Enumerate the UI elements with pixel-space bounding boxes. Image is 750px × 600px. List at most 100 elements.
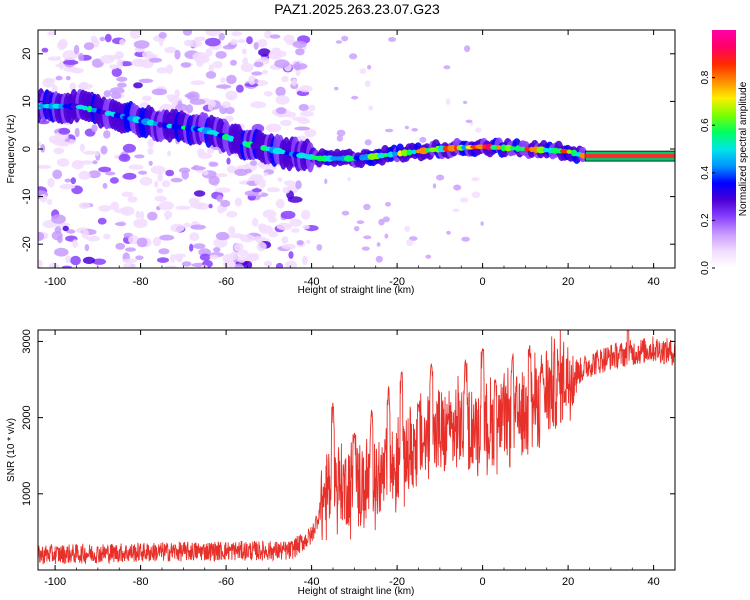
noise-blob (79, 143, 85, 152)
noise-blob (276, 222, 293, 231)
noise-blob (56, 158, 70, 167)
noise-blob (165, 169, 175, 177)
noise-blob (183, 39, 194, 47)
noise-blob (385, 202, 391, 207)
noise-blob (237, 39, 246, 44)
noise-blob (100, 54, 115, 64)
noise-blob (436, 174, 445, 181)
noise-blob (110, 201, 120, 211)
noise-blob (351, 95, 359, 100)
noise-blob (190, 224, 206, 230)
ridge-core (81, 105, 89, 111)
noise-blob (254, 175, 262, 186)
noise-blob (212, 60, 223, 69)
x-tick-label: -80 (133, 276, 149, 288)
ridge-core (58, 103, 65, 109)
noise-blob (275, 262, 284, 268)
colorbar-tick-label: 0.6 (700, 118, 711, 132)
noise-blob (127, 196, 138, 203)
noise-blob (364, 139, 372, 146)
noise-blob (289, 218, 303, 227)
y-tick-label: 0 (21, 146, 33, 152)
noise-blob (349, 53, 358, 60)
noise-blob (354, 226, 360, 232)
ridge-core (504, 144, 513, 152)
noise-blob (98, 205, 112, 212)
noise-blob (103, 130, 111, 139)
noise-blob (446, 230, 451, 235)
noise-blob (125, 247, 136, 252)
y-tick-label: 20 (21, 48, 33, 60)
noise-blob (263, 260, 273, 267)
noise-blob (170, 177, 183, 183)
noise-blob (215, 51, 227, 59)
noise-blob (221, 101, 231, 109)
ridge-core (518, 146, 527, 151)
noise-blob (291, 228, 300, 233)
x-tick-label: 0 (480, 276, 486, 288)
noise-blob (53, 147, 65, 155)
noise-blob (220, 77, 226, 83)
noise-blob (336, 129, 346, 137)
noise-blob (109, 177, 119, 184)
noise-blob (463, 100, 468, 104)
noise-blob (367, 64, 372, 70)
noise-blob (251, 188, 262, 193)
noise-blob (180, 62, 192, 68)
noise-blob (300, 110, 314, 117)
noise-blob (51, 84, 58, 94)
noise-blob (226, 165, 237, 174)
noise-blob (62, 50, 79, 61)
noise-blob (258, 225, 274, 234)
noise-blob (133, 40, 150, 49)
noise-blob (270, 47, 281, 55)
noise-blob (262, 69, 268, 75)
noise-blob (363, 235, 372, 240)
noise-blob (174, 89, 180, 98)
noise-blob (134, 154, 145, 159)
noise-blob (236, 84, 244, 93)
ridge-core (515, 145, 521, 152)
noise-blob (297, 118, 310, 124)
noise-blob (138, 170, 148, 175)
noise-blob (110, 91, 122, 99)
noise-blob (298, 85, 313, 93)
noise-blob (88, 170, 101, 179)
ridge-core (490, 144, 499, 150)
noise-blob (316, 244, 323, 251)
ridge-core (536, 146, 546, 154)
x-tick-label: -80 (133, 576, 149, 588)
ridge-core (411, 149, 417, 155)
noise-blob (237, 256, 246, 263)
y-tick-label: 3000 (21, 329, 33, 353)
noise-blob (282, 186, 290, 194)
noise-blob (281, 243, 296, 250)
noise-blob (167, 150, 172, 157)
ridge-core (171, 123, 178, 130)
noise-blob (194, 54, 210, 64)
noise-blob (123, 262, 136, 268)
noise-blob (200, 264, 208, 268)
noise-blob (190, 80, 206, 85)
noise-blob (411, 128, 419, 132)
noise-blob (234, 263, 244, 268)
noise-blob (156, 188, 164, 194)
noise-blob (480, 221, 484, 226)
noise-blob (74, 127, 80, 138)
ridge-core (387, 151, 394, 158)
noise-blob (92, 258, 106, 265)
ridge-core (256, 144, 262, 149)
noise-blob (443, 65, 451, 70)
noise-blob (115, 242, 126, 250)
noise-blob (190, 166, 206, 171)
ridge-core (152, 121, 159, 127)
colorbar-label: Normalized spectral amplitude (738, 81, 749, 216)
noise-blob (216, 84, 232, 89)
noise-blob (475, 127, 482, 133)
noise-blob (161, 180, 171, 188)
noise-blob (135, 255, 144, 260)
noise-blob (404, 225, 411, 232)
noise-blob (465, 119, 473, 124)
noise-blob (359, 68, 367, 74)
noise-blob (226, 74, 237, 85)
